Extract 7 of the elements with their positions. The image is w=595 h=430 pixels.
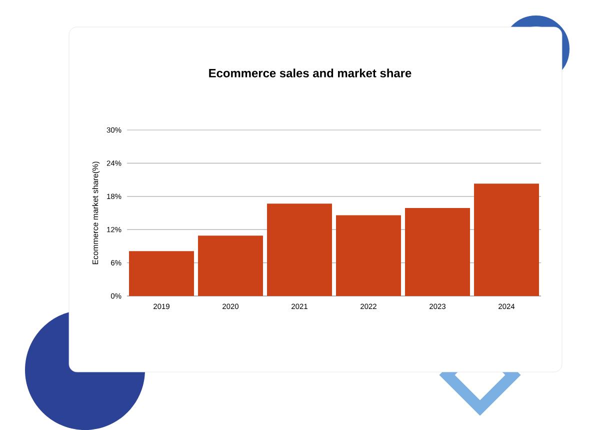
bar xyxy=(198,236,264,296)
bar xyxy=(474,184,540,296)
bar xyxy=(129,251,194,296)
chart-title: Ecommerce sales and market share xyxy=(209,68,412,78)
bar xyxy=(405,208,470,296)
bar xyxy=(336,215,402,296)
bar xyxy=(267,204,332,296)
